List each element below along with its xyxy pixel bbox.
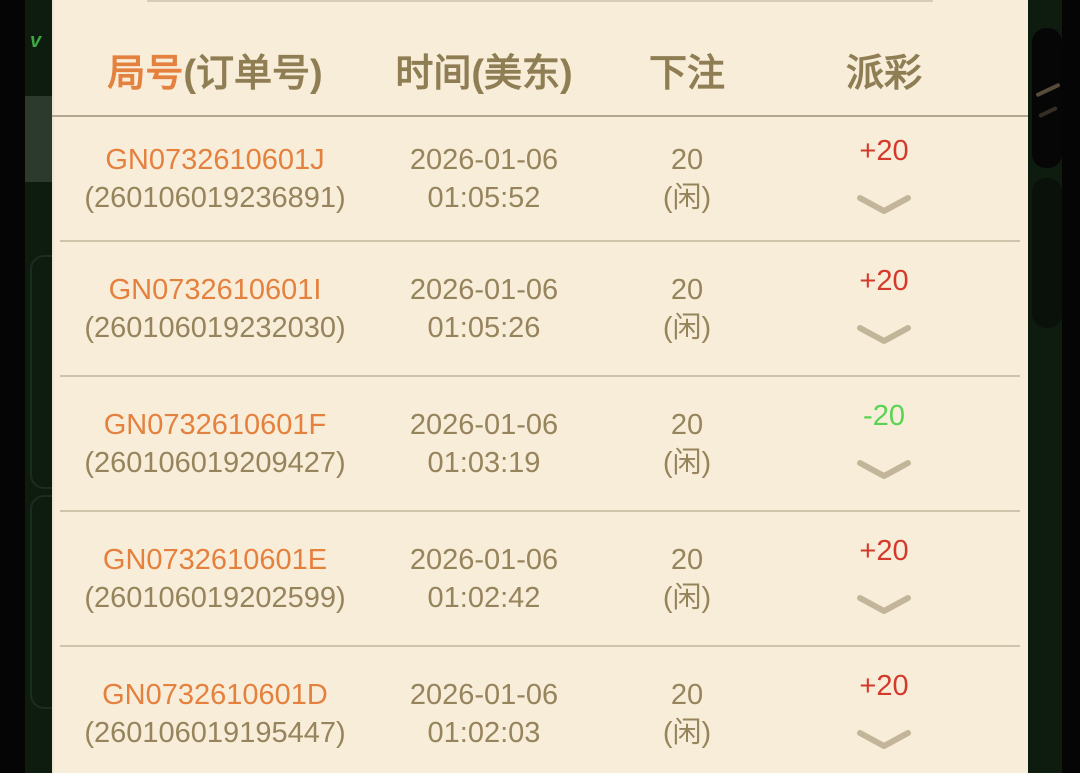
payout-cell: -20 — [784, 377, 984, 510]
bet-date: 2026-01-06 — [409, 408, 559, 441]
row-divider — [60, 240, 1020, 242]
bet-amount: 20 — [670, 408, 704, 441]
bet-date: 2026-01-06 — [409, 143, 559, 176]
bet-date: 2026-01-06 — [409, 543, 559, 576]
payout-cell: +20 — [784, 117, 984, 240]
bet-record-row[interactable]: GN0732610601D (260106019195447) 2026-01-… — [52, 647, 1028, 773]
round-id: GN0732610601E — [102, 543, 328, 576]
round-cell: GN0732610601F (260106019209427) — [52, 377, 378, 510]
bet-time: 01:05:26 — [427, 311, 541, 344]
bet-date: 2026-01-06 — [409, 678, 559, 711]
round-id: GN0732610601I — [108, 273, 322, 306]
bet-record-row[interactable]: GN0732610601J (260106019236891) 2026-01-… — [52, 117, 1028, 240]
row-divider — [60, 645, 1020, 647]
bet-target: (闲) — [662, 181, 712, 214]
round-cell: GN0732610601J (260106019236891) — [52, 117, 378, 240]
order-number: (260106019209427) — [84, 446, 346, 479]
payout-value: +20 — [859, 264, 909, 297]
chevron-down-icon[interactable] — [855, 594, 913, 616]
bet-cell: 20 (闲) — [590, 377, 784, 510]
time-cell: 2026-01-06 01:02:03 — [378, 647, 590, 773]
bet-target: (闲) — [662, 581, 712, 614]
bet-time: 01:05:52 — [427, 181, 541, 214]
background-shape — [1032, 178, 1062, 328]
bet-amount: 20 — [670, 143, 704, 176]
bet-target: (闲) — [662, 446, 712, 479]
order-number: (260106019236891) — [84, 181, 346, 214]
payout-value: +20 — [859, 669, 909, 702]
payout-cell: +20 — [784, 647, 984, 773]
chevron-down-icon[interactable] — [855, 324, 913, 346]
bet-time: 01:03:19 — [427, 446, 541, 479]
time-cell: 2026-01-06 01:02:42 — [378, 512, 590, 645]
bet-target: (闲) — [662, 716, 712, 749]
order-number: (260106019232030) — [84, 311, 346, 344]
round-id: GN0732610601J — [105, 143, 325, 176]
time-cell: 2026-01-06 01:03:19 — [378, 377, 590, 510]
bet-date: 2026-01-06 — [409, 273, 559, 306]
bet-record-row[interactable]: GN0732610601E (260106019202599) 2026-01-… — [52, 512, 1028, 645]
column-header-round-secondary: (订单号) — [183, 53, 323, 95]
bet-time: 01:02:42 — [427, 581, 541, 614]
order-number: (260106019202599) — [84, 581, 346, 614]
bet-amount: 20 — [670, 678, 704, 711]
payout-value: +20 — [859, 134, 909, 167]
header-divider — [52, 115, 1028, 117]
column-header-payout: 派彩 — [845, 53, 922, 95]
bet-amount: 20 — [670, 543, 704, 576]
column-header-time: 时间(美东) — [395, 53, 573, 95]
background-table-panel-left — [25, 96, 52, 182]
table-header: 局号 (订单号) 时间(美东) 下注 派彩 — [52, 0, 1028, 115]
time-cell: 2026-01-06 01:05:26 — [378, 242, 590, 375]
bet-amount: 20 — [670, 273, 704, 306]
top-divider — [147, 0, 933, 2]
payout-cell: +20 — [784, 512, 984, 645]
bet-cell: 20 (闲) — [590, 117, 784, 240]
payout-cell: +20 — [784, 242, 984, 375]
background-shape — [1032, 28, 1062, 168]
time-cell: 2026-01-06 01:05:52 — [378, 117, 590, 240]
bet-time: 01:02:03 — [427, 716, 541, 749]
chevron-down-icon[interactable] — [855, 729, 913, 751]
round-id: GN0732610601D — [102, 678, 328, 711]
column-header-bet: 下注 — [648, 53, 725, 95]
bet-cell: 20 (闲) — [590, 647, 784, 773]
bet-record-row[interactable]: GN0732610601F (260106019209427) 2026-01-… — [52, 377, 1028, 510]
bet-cell: 20 (闲) — [590, 512, 784, 645]
column-header-round-primary: 局号 — [107, 53, 184, 95]
column-header-round: 局号 (订单号) — [52, 0, 378, 115]
bet-history-panel: 局号 (订单号) 时间(美东) 下注 派彩 GN0732610601J (2601… — [52, 0, 1028, 773]
round-id: GN0732610601F — [103, 408, 327, 441]
chevron-down-icon[interactable] — [855, 459, 913, 481]
round-cell: GN0732610601I (260106019232030) — [52, 242, 378, 375]
payout-value: -20 — [863, 399, 905, 432]
background-card-outline — [30, 495, 54, 709]
order-number: (260106019195447) — [84, 716, 346, 749]
background-table-marking: v — [30, 30, 42, 52]
row-divider — [60, 510, 1020, 512]
round-cell: GN0732610601D (260106019195447) — [52, 647, 378, 773]
chevron-down-icon[interactable] — [855, 194, 913, 216]
payout-value: +20 — [859, 534, 909, 567]
round-cell: GN0732610601E (260106019202599) — [52, 512, 378, 645]
background-card-outline — [30, 255, 54, 489]
bet-record-row[interactable]: GN0732610601I (260106019232030) 2026-01-… — [52, 242, 1028, 375]
bet-cell: 20 (闲) — [590, 242, 784, 375]
bet-target: (闲) — [662, 311, 712, 344]
row-divider — [60, 375, 1020, 377]
